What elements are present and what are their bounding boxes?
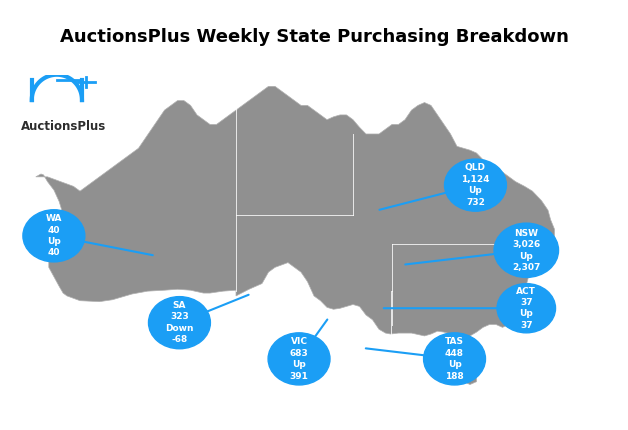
Text: WA
40
Up
40: WA 40 Up 40 <box>46 214 62 258</box>
Ellipse shape <box>268 333 330 385</box>
Text: ACT
37
Up
37: ACT 37 Up 37 <box>516 286 536 330</box>
Text: QLD
1,124
Up
732: QLD 1,124 Up 732 <box>461 163 490 207</box>
Text: AuctionsPlus: AuctionsPlus <box>21 120 106 133</box>
Text: SA
323
Down
-68: SA 323 Down -68 <box>165 301 193 344</box>
Ellipse shape <box>445 159 506 211</box>
Polygon shape <box>435 348 477 384</box>
Ellipse shape <box>423 333 485 385</box>
Polygon shape <box>36 86 555 339</box>
Ellipse shape <box>494 223 558 277</box>
Text: NSW
3,026
Up
2,307: NSW 3,026 Up 2,307 <box>512 229 541 272</box>
Text: VIC
683
Up
391: VIC 683 Up 391 <box>290 337 308 381</box>
Text: TAS
448
Up
188: TAS 448 Up 188 <box>445 337 464 381</box>
Ellipse shape <box>23 210 85 262</box>
Ellipse shape <box>148 297 210 349</box>
Title: AuctionsPlus Weekly State Purchasing Breakdown: AuctionsPlus Weekly State Purchasing Bre… <box>60 28 568 46</box>
Ellipse shape <box>497 284 556 333</box>
